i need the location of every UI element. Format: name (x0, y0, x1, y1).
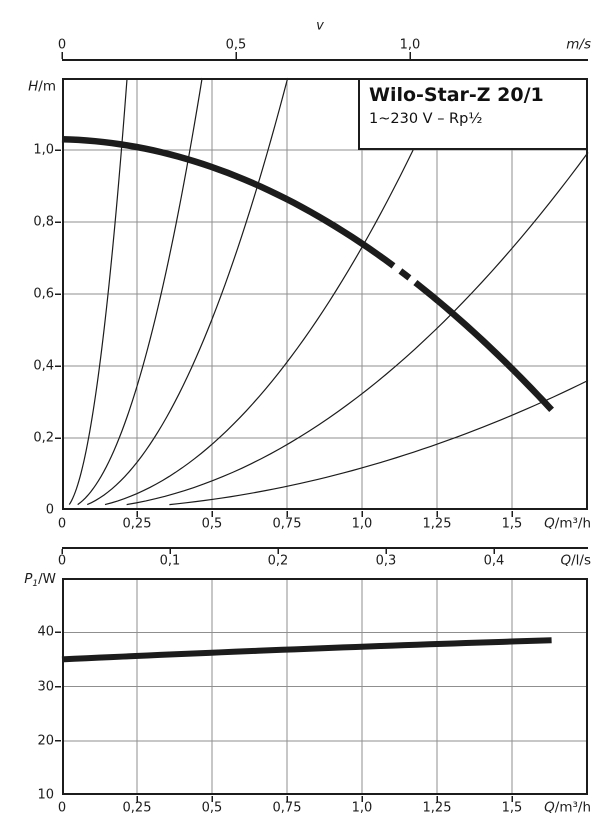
main-chart-border (62, 78, 588, 510)
velocity-tick-label: 1,0 (399, 37, 421, 53)
ls-tick-label: 0 (57, 553, 67, 569)
power-y-axis-unit-rest: /W (38, 571, 56, 587)
gridlines (62, 78, 588, 795)
power-x-tick-label: 0,25 (122, 800, 152, 816)
main-y-axis-unit-rest: /m (38, 78, 56, 95)
main-x-tick-label: 0,25 (122, 516, 152, 532)
main-y-tick-label: 0,8 (33, 214, 54, 230)
system-curve (126, 152, 589, 506)
main-x-tick-label: 0 (57, 516, 67, 532)
main-x-tick-label: 1,5 (501, 516, 523, 532)
main-y-tick-label: 0,4 (33, 358, 54, 374)
power-x-tick-label: 0 (57, 800, 67, 816)
main-y-axis-unit-symbol: H (28, 78, 39, 95)
system-curves (68, 77, 589, 506)
main-x-tick-label: 1,25 (422, 516, 452, 532)
system-curve (77, 77, 203, 506)
power-y-axis-unit-symbol: P (24, 571, 33, 587)
ls-axis-unit-symbol: Q (560, 552, 572, 569)
system-curve (86, 77, 289, 506)
power-x-axis-unit: Q/m³/h (544, 801, 591, 815)
power-x-axis-unit-rest: /m³/h (554, 799, 591, 816)
power-x-tick-label: 1,25 (422, 800, 452, 816)
system-curve (104, 149, 414, 506)
power-y-axis-unit-subscript: 1 (32, 579, 39, 589)
power-y-tick-label: 40 (37, 624, 54, 640)
power-x-tick-label: 1,5 (501, 800, 523, 816)
power-y-tick-label: 20 (37, 733, 54, 749)
power-x-tick-label: 0,5 (201, 800, 223, 816)
main-y-tick-label: 0,2 (33, 430, 54, 446)
power-y-tick-label: 10 (37, 787, 54, 803)
title-box (358, 78, 588, 150)
ls-tick-label: 0,2 (267, 553, 289, 569)
main-y-tick-label: 0,6 (33, 286, 54, 302)
main-y-tick-label: 0 (45, 502, 54, 518)
main-y-axis-unit: H/m (28, 80, 56, 94)
velocity-axis-unit: m/s (566, 36, 591, 53)
power-y-axis-unit: P1/W (24, 571, 56, 589)
pump-curve-segment (61, 135, 396, 269)
main-x-axis-unit-symbol: Q (544, 515, 555, 532)
ls-tick-label: 0,1 (159, 553, 181, 569)
main-x-tick-label: 0,75 (272, 516, 302, 532)
velocity-tick-label: 0,5 (225, 37, 247, 53)
ls-tick-label: 0,4 (483, 553, 505, 569)
system-curve (169, 379, 589, 506)
velocity-tick-label: 0 (57, 37, 67, 53)
pump-curve-segment (413, 280, 554, 413)
power-x-tick-label: 1,0 (351, 800, 373, 816)
pump-curve-segment (398, 268, 412, 281)
power-curve (61, 637, 552, 663)
ls-axis-unit-rest: /l/s (571, 552, 591, 569)
system-curve (68, 77, 128, 505)
power-chart-border (62, 578, 588, 795)
pump-voltage-connection-subtitle: 1~230 V – Rp½ (369, 111, 483, 127)
pump-model-title: Wilo-Star-Z 20/1 (369, 84, 544, 106)
pump-curve (61, 135, 554, 413)
main-x-axis-unit-rest: /m³/h (554, 515, 591, 532)
ls-tick-label: 0,3 (375, 553, 397, 569)
power-y-tick-label: 30 (37, 679, 54, 694)
ls-axis-unit: Q/l/s (560, 554, 591, 568)
main-y-tick-label: 1,0 (33, 142, 54, 158)
power-x-tick-label: 0,75 (272, 800, 302, 816)
main-x-axis-unit: Q/m³/h (544, 517, 591, 531)
main-x-tick-label: 1,0 (351, 516, 373, 532)
velocity-axis-title: v (316, 18, 324, 34)
power-x-axis-unit-symbol: Q (544, 799, 555, 816)
main-x-tick-label: 0,5 (201, 516, 223, 532)
tick-marks (55, 52, 513, 802)
